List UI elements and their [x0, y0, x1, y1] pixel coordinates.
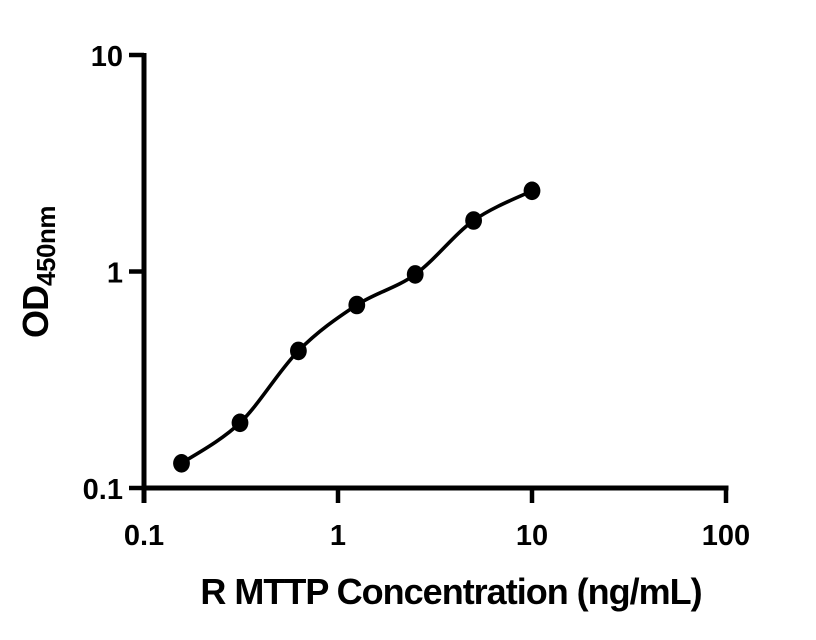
- plot-area: 0.1 1 10 100 0.1 1 10: [83, 41, 751, 552]
- data-point: [231, 413, 249, 433]
- y-tick-label: 1: [107, 258, 123, 290]
- data-point: [348, 295, 366, 315]
- y-tick-label: 10: [91, 41, 123, 73]
- x-axis-title: R MTTP Concentration (ng/mL): [200, 571, 701, 612]
- x-tick-label: 10: [516, 520, 548, 552]
- x-tick-label: 100: [702, 520, 750, 552]
- data-point: [465, 211, 482, 230]
- y-axis-title-base: OD: [15, 286, 56, 338]
- data-point: [290, 341, 307, 361]
- data-point: [406, 265, 424, 284]
- y-tick-label: 0.1: [83, 474, 123, 506]
- y-axis-title-subscript: 450nm: [31, 206, 61, 286]
- x-tick-label: 1: [330, 520, 346, 552]
- data-point: [523, 181, 541, 201]
- x-tick-label: 0.1: [124, 520, 164, 552]
- y-axis-title: OD450nm: [15, 206, 61, 338]
- data-point: [173, 454, 190, 473]
